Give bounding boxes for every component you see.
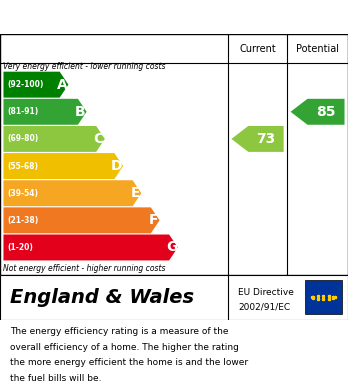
Text: D: D [111,159,123,173]
Text: Energy Efficiency Rating: Energy Efficiency Rating [10,8,258,26]
Text: The energy efficiency rating is a measure of the: The energy efficiency rating is a measur… [10,327,229,336]
Text: (1-20): (1-20) [7,243,33,252]
FancyBboxPatch shape [0,34,348,275]
FancyBboxPatch shape [304,280,342,314]
Polygon shape [291,99,345,125]
Text: Very energy efficient - lower running costs: Very energy efficient - lower running co… [3,63,166,72]
Text: Current: Current [239,44,276,54]
Text: (69-80): (69-80) [7,135,38,143]
Polygon shape [3,99,87,125]
Text: (81-91): (81-91) [7,107,38,116]
Text: (21-38): (21-38) [7,216,38,225]
Text: 85: 85 [316,105,336,119]
Text: (39-54): (39-54) [7,189,38,198]
FancyBboxPatch shape [0,275,348,320]
Text: Not energy efficient - higher running costs: Not energy efficient - higher running co… [3,264,166,273]
Text: E: E [130,186,140,200]
Text: C: C [94,132,104,146]
Polygon shape [3,235,178,260]
Polygon shape [231,126,284,152]
Text: (55-68): (55-68) [7,161,38,170]
Text: B: B [75,105,86,119]
Text: 2002/91/EC: 2002/91/EC [238,303,291,312]
Polygon shape [3,207,159,233]
Polygon shape [3,180,141,206]
Text: England & Wales: England & Wales [10,288,195,307]
Text: the fuel bills will be.: the fuel bills will be. [10,374,102,383]
Polygon shape [3,126,105,152]
Text: G: G [166,240,177,255]
Text: overall efficiency of a home. The higher the rating: overall efficiency of a home. The higher… [10,343,239,352]
Polygon shape [3,153,123,179]
Text: the more energy efficient the home is and the lower: the more energy efficient the home is an… [10,358,248,367]
Text: Potential: Potential [296,44,339,54]
Text: EU Directive: EU Directive [238,288,294,298]
Polygon shape [3,72,68,98]
Text: (92-100): (92-100) [7,80,44,89]
Text: F: F [149,213,158,227]
Text: 73: 73 [256,132,276,146]
Text: A: A [57,78,68,91]
